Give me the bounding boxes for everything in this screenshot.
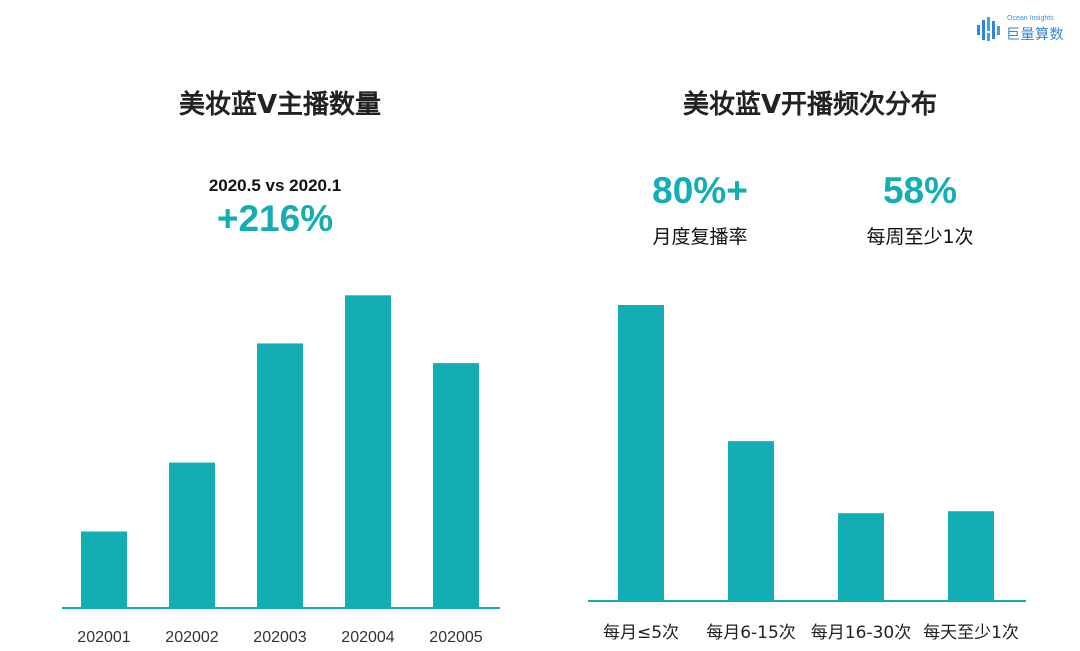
x-tick-label: 202002 <box>165 629 218 646</box>
bar-3 <box>257 343 303 608</box>
x-tick-label: 202001 <box>77 629 130 646</box>
bar-1 <box>81 531 127 608</box>
growth-rate: +216% <box>216 198 334 239</box>
weekly-at-least-once-label: 每周至少1次 <box>866 226 974 248</box>
monthly-replay-rate-label: 月度复播率 <box>652 226 748 248</box>
comparison-period: 2020.5 vs 2020.1 <box>208 176 342 195</box>
bar-2 <box>169 462 215 608</box>
x-tick-label: 每月16-30次 <box>811 623 911 643</box>
bar-4 <box>948 511 994 601</box>
x-tick-label: 每月≤5次 <box>603 623 679 643</box>
right-panel-title: 美妆蓝V开播频次分布 <box>682 90 938 120</box>
left-panel-title: 美妆蓝V主播数量 <box>178 90 382 120</box>
monthly-replay-rate-value: 80%+ <box>652 170 748 211</box>
logo-english-text: Ocean Insights <box>1007 15 1054 22</box>
bar-3 <box>838 513 884 601</box>
bar-5 <box>433 363 479 608</box>
x-tick-label: 202005 <box>429 629 482 646</box>
weekly-at-least-once-value: 58% <box>882 170 958 211</box>
logo-chinese-text: 巨量算数 <box>1006 27 1064 43</box>
bar-2 <box>728 441 774 601</box>
x-tick-label: 每天至少1次 <box>923 623 1019 643</box>
x-tick-label: 每月6-15次 <box>706 623 796 643</box>
bar-4 <box>345 295 391 608</box>
ocean-insights-logo-icon <box>977 17 1000 41</box>
bar-1 <box>618 305 664 601</box>
x-tick-label: 202003 <box>253 629 306 646</box>
x-tick-label: 202004 <box>341 629 394 646</box>
